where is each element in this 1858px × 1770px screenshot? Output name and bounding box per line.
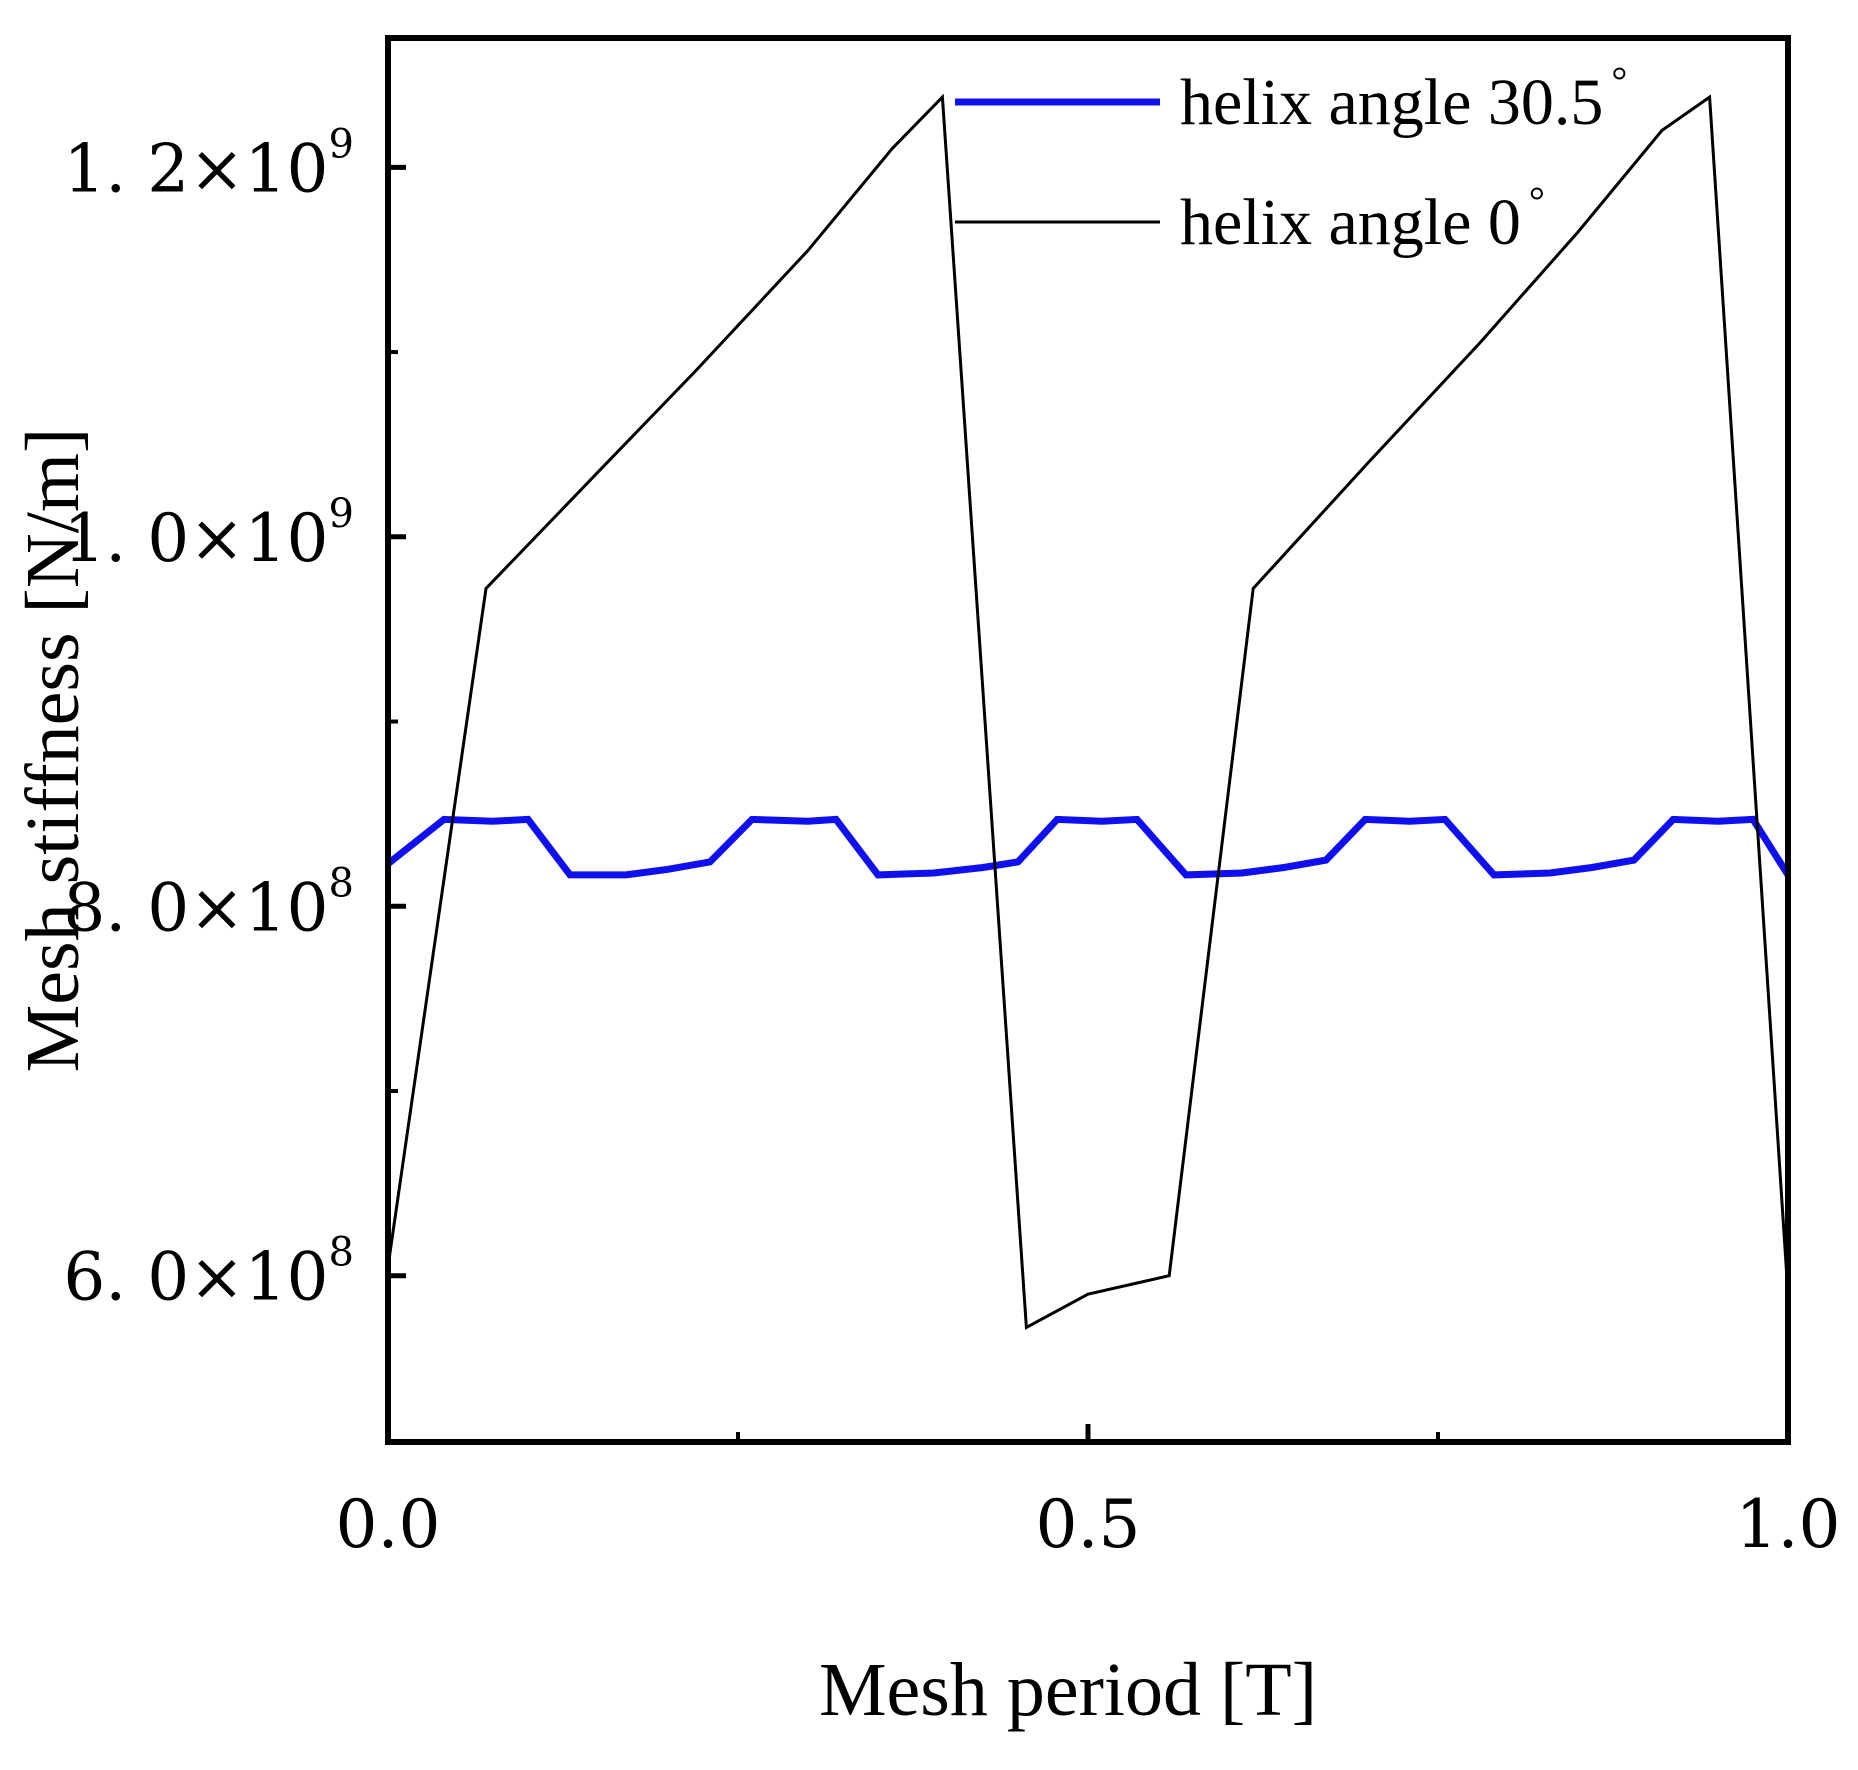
x-tick-label-0: 0.0	[336, 1486, 441, 1563]
y-tick-label-1: 8. 0×108	[63, 860, 354, 946]
y-axis-title: Mesh stiffness [N/m]	[11, 428, 95, 1073]
legend: helix angle 30.5 ° helix angle 0 °	[955, 58, 1627, 259]
legend-label-1: helix angle 0 °	[1180, 178, 1545, 259]
axis-ticks	[385, 164, 1791, 1442]
x-tick-label-1: 0.5	[1036, 1486, 1141, 1563]
series-layer	[385, 93, 1791, 1330]
axis-tick-labels: 0.0 0.5 1.0 6. 0×108 8. 0×108 1. 0×109 1. 2×10…	[63, 121, 1840, 1563]
legend-label-0: helix angle 30.5 °	[1180, 58, 1627, 139]
y-tick-label-0: 6. 0×108	[63, 1230, 354, 1316]
series-line-1	[386, 93, 1790, 1330]
y-tick-label-2: 1. 0×109	[63, 491, 354, 577]
series-line-0	[385, 815, 1791, 879]
x-tick-label-2: 1.0	[1736, 1486, 1841, 1563]
y-tick-label-3: 1. 2×109	[63, 121, 354, 207]
plot-frame	[385, 35, 1791, 1445]
x-axis-title: Mesh period [T]	[819, 1648, 1317, 1732]
